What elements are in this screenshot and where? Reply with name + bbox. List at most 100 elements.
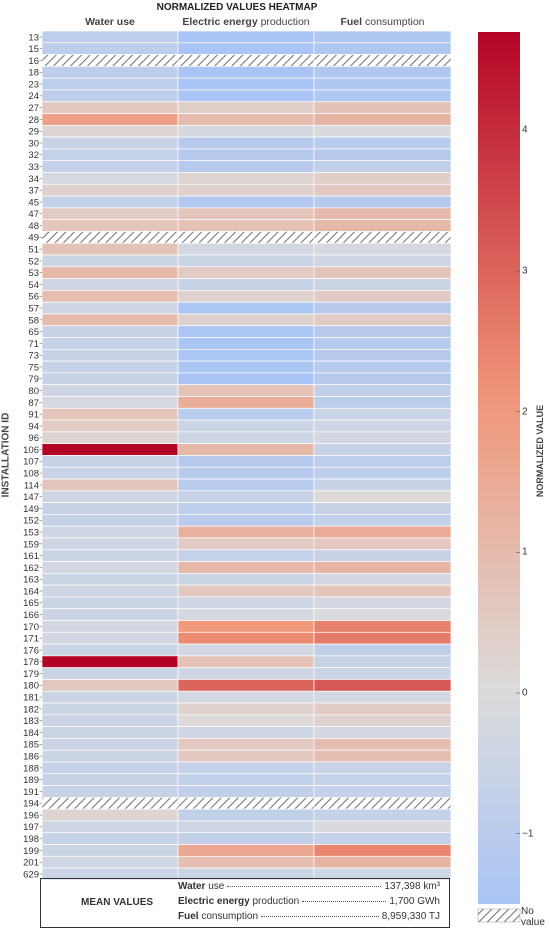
heatmap-cell	[41, 796, 179, 810]
heatmap-cell	[41, 773, 179, 786]
heatmap-cell	[177, 172, 315, 185]
heatmap-cell	[313, 66, 452, 79]
heatmap-cell	[177, 761, 315, 775]
y-tick-label: 183	[23, 716, 39, 727]
heatmap-cell	[313, 301, 452, 315]
colorbar-tick-label: 4	[522, 124, 528, 136]
heatmap-cell	[313, 808, 452, 822]
heatmap-cell	[41, 419, 179, 433]
y-tick-label: 186	[23, 751, 39, 762]
heatmap-cell	[41, 195, 179, 209]
heatmap-cell	[177, 77, 315, 91]
heatmap-cell	[313, 172, 452, 185]
heatmap-cell	[41, 183, 179, 197]
heatmap-cell	[177, 655, 315, 669]
y-tick-label: 58	[28, 315, 39, 326]
y-tick-label: 91	[28, 410, 39, 421]
heatmap-cell	[177, 738, 315, 751]
heatmap-cell	[313, 396, 452, 409]
heatmap-cell	[313, 348, 452, 362]
heatmap-cell	[313, 266, 452, 279]
y-tick-label: 159	[23, 539, 39, 550]
heatmap-cell	[177, 726, 315, 739]
y-tick-label: 107	[23, 457, 39, 468]
heatmap-cell	[41, 278, 179, 291]
heatmap-cell	[41, 714, 179, 727]
heatmap-cell	[177, 584, 315, 598]
heatmap-cell	[41, 66, 179, 79]
y-tick-label: 87	[28, 398, 39, 409]
heatmap-cell	[177, 183, 315, 197]
heatmap-cell	[41, 667, 179, 680]
y-tick-label: 162	[23, 563, 39, 574]
column-header-electric: Electric energy production	[182, 16, 310, 28]
heatmap-cell	[41, 525, 179, 539]
heatmap-cell	[177, 195, 315, 209]
y-tick-label: 197	[23, 822, 39, 833]
heatmap-cell	[41, 301, 179, 315]
mean-fuel-consumption-value: 8,959,330 TJ	[381, 911, 440, 922]
colorbar-tick-label: −1	[522, 828, 534, 840]
heatmap-cell	[41, 372, 179, 386]
heatmap-cell	[313, 431, 452, 444]
heatmap-cell	[313, 702, 452, 716]
heatmap-cell	[313, 160, 452, 173]
heatmap-cell	[177, 360, 315, 374]
heatmap-cell	[313, 832, 452, 845]
heatmap-cell	[41, 30, 179, 44]
heatmap-cell	[177, 844, 315, 857]
y-tick-label: 191	[23, 787, 39, 798]
heatmap-cell	[313, 785, 452, 798]
heatmap-cell	[177, 690, 315, 704]
colorbar-label: NORMALIZED VALUE	[535, 404, 545, 498]
heatmap-cell	[41, 655, 179, 669]
y-tick-label: 171	[23, 634, 39, 645]
heatmap-cell	[313, 761, 452, 775]
heatmap-cell	[41, 596, 179, 610]
heatmap-cell	[177, 608, 315, 621]
heatmap-cell	[177, 537, 315, 551]
heatmap-cell	[313, 325, 452, 338]
heatmap-cell	[177, 278, 315, 291]
heatmap-cell	[313, 77, 452, 91]
heatmap-cell	[313, 596, 452, 610]
heatmap-cell	[41, 89, 179, 103]
heatmap-cell	[313, 584, 452, 598]
heatmap-cell	[41, 820, 179, 834]
y-tick-label: 180	[23, 681, 39, 692]
heatmap-cell	[313, 773, 452, 786]
heatmap-cell	[313, 313, 452, 327]
heatmap-cell	[313, 419, 452, 433]
heatmap-cell	[177, 372, 315, 386]
heatmap-cell	[41, 219, 179, 232]
heatmap-cell	[41, 207, 179, 220]
heatmap-cell	[41, 572, 179, 586]
heatmap-cell	[177, 785, 315, 798]
heatmap-cell	[41, 537, 179, 551]
heatmap-cell	[41, 690, 179, 704]
heatmap-cell	[313, 490, 452, 503]
heatmap-cell	[177, 325, 315, 338]
y-tick-label: 30	[28, 138, 39, 149]
heatmap-cell	[313, 620, 452, 633]
heatmap-cell	[313, 572, 452, 586]
heatmap-cell	[177, 66, 315, 79]
heatmap-cell	[41, 620, 179, 633]
heatmap-cell	[177, 54, 315, 67]
heatmap-cell	[177, 443, 315, 456]
heatmap-cell	[41, 785, 179, 798]
heatmap-cell	[177, 30, 315, 44]
heatmap-cell	[177, 407, 315, 421]
y-tick-label: 47	[28, 209, 39, 220]
heatmap-cell	[41, 290, 179, 303]
colorbar-tick-label: 1	[522, 546, 528, 558]
heatmap-cell	[313, 42, 452, 55]
heatmap-cell	[177, 124, 315, 138]
y-tick-label: 48	[28, 221, 39, 232]
y-tick-label: 73	[28, 351, 39, 362]
heatmap-cell	[177, 231, 315, 244]
heatmap-cell	[177, 148, 315, 162]
heatmap-cell	[177, 596, 315, 610]
y-tick-label: 170	[23, 622, 39, 633]
